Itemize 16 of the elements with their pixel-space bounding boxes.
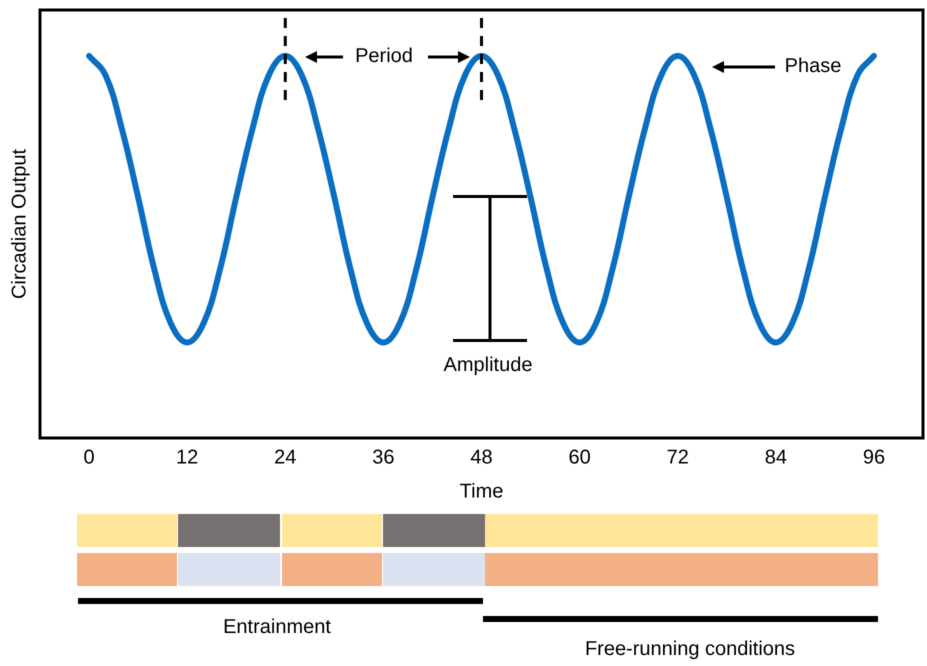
x-tick-label: 36 [372,446,395,469]
text: Entrainment [223,616,331,639]
x-tick-label: 24 [274,446,296,469]
x-tick-label: 60 [568,446,591,469]
x-tick-label: 48 [470,446,493,469]
x-tick-label: 0 [83,446,95,469]
annotation: Amplitude [444,354,532,377]
annotation: Phase [784,55,842,78]
x-tick-label: 96 [862,446,886,469]
y-axis-title: Circadian Output [8,148,31,300]
x-tick-label: 12 [176,446,198,469]
x-axis-title: Time [460,480,504,503]
text: Free-running conditions [584,638,796,661]
x-tick-label: 84 [764,446,787,469]
x-tick-label: 72 [666,446,689,469]
annotation: Period [355,45,413,68]
